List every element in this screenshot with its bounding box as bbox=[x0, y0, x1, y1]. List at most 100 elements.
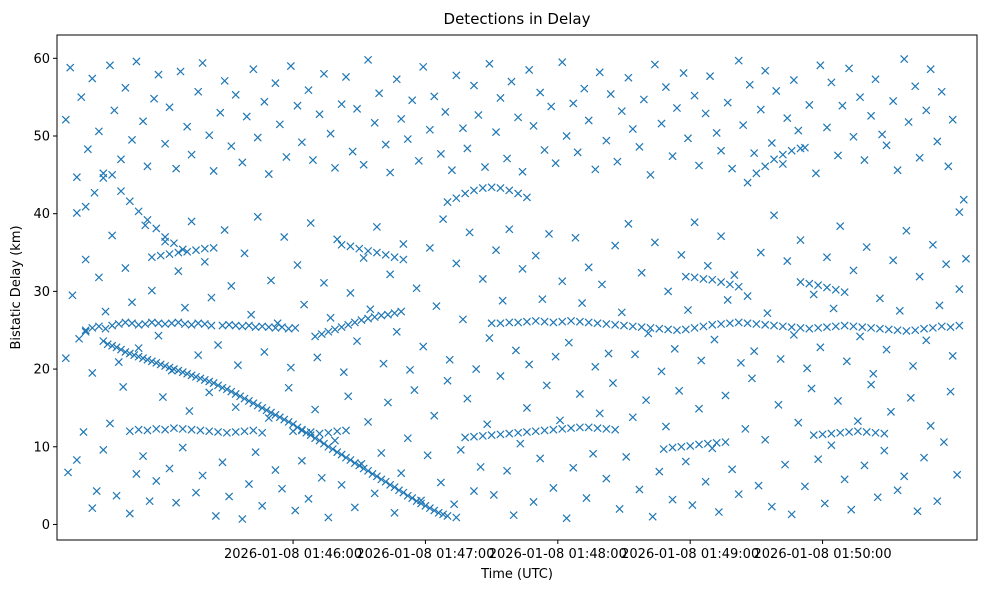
data-point bbox=[558, 277, 567, 286]
data-point bbox=[88, 74, 97, 83]
data-point bbox=[948, 115, 957, 124]
data-point bbox=[847, 505, 856, 514]
data-point bbox=[922, 106, 931, 115]
data-point bbox=[893, 326, 902, 335]
data-point bbox=[383, 398, 392, 407]
data-point bbox=[624, 219, 633, 228]
data-point bbox=[672, 326, 681, 335]
data-point bbox=[357, 316, 366, 325]
data-point bbox=[452, 259, 461, 268]
data-point bbox=[410, 386, 419, 395]
data-point bbox=[105, 419, 114, 428]
data-point bbox=[300, 300, 309, 309]
data-point bbox=[575, 317, 584, 326]
data-point bbox=[845, 64, 854, 73]
data-point bbox=[505, 186, 514, 195]
data-point bbox=[439, 510, 448, 519]
data-point bbox=[661, 83, 670, 92]
data-point bbox=[725, 280, 734, 289]
data-point bbox=[278, 484, 287, 493]
data-point bbox=[836, 222, 845, 231]
data-point bbox=[258, 428, 267, 437]
data-point bbox=[761, 435, 770, 444]
data-point bbox=[822, 283, 832, 292]
data-point bbox=[364, 417, 373, 426]
data-point bbox=[147, 286, 156, 295]
data-point bbox=[478, 431, 487, 440]
data-point bbox=[756, 248, 765, 257]
data-point bbox=[549, 425, 558, 434]
data-point bbox=[811, 169, 820, 178]
data-point bbox=[514, 318, 523, 327]
data-point bbox=[478, 274, 487, 283]
data-point bbox=[77, 93, 86, 102]
data-point bbox=[375, 89, 384, 98]
data-point bbox=[116, 155, 126, 164]
data-point bbox=[64, 468, 73, 477]
data-point bbox=[183, 369, 192, 378]
data-point bbox=[386, 480, 395, 489]
data-point bbox=[311, 405, 320, 414]
data-point bbox=[721, 438, 730, 447]
data-point bbox=[628, 322, 637, 331]
data-point bbox=[403, 491, 412, 500]
data-point bbox=[615, 504, 624, 513]
data-point bbox=[597, 280, 606, 289]
data-point bbox=[236, 392, 245, 401]
data-point bbox=[635, 142, 644, 151]
data-point bbox=[165, 464, 174, 473]
data-point bbox=[379, 359, 388, 368]
data-point bbox=[94, 127, 103, 136]
data-point bbox=[169, 424, 178, 433]
data-point bbox=[390, 253, 399, 262]
data-point bbox=[154, 331, 163, 340]
data-points bbox=[61, 55, 970, 524]
data-point bbox=[134, 207, 143, 216]
data-point bbox=[72, 455, 81, 465]
data-point bbox=[200, 244, 209, 253]
data-point bbox=[403, 434, 412, 443]
data-point bbox=[242, 112, 251, 121]
data-point bbox=[439, 215, 448, 224]
data-point bbox=[677, 442, 686, 451]
data-point bbox=[686, 441, 695, 451]
data-point bbox=[377, 448, 386, 458]
data-point bbox=[767, 502, 776, 511]
data-point bbox=[180, 303, 189, 312]
data-point bbox=[807, 384, 816, 393]
data-point bbox=[503, 154, 512, 163]
data-point bbox=[655, 324, 664, 333]
data-point bbox=[72, 208, 81, 217]
data-point bbox=[125, 509, 134, 518]
data-point bbox=[432, 302, 441, 311]
data-point bbox=[132, 57, 141, 66]
data-point bbox=[776, 354, 785, 364]
data-point bbox=[101, 307, 110, 316]
data-point bbox=[595, 409, 604, 418]
data-point bbox=[207, 293, 216, 302]
data-point bbox=[569, 463, 578, 472]
data-point bbox=[68, 291, 77, 300]
data-point bbox=[955, 285, 964, 294]
data-point bbox=[414, 156, 423, 165]
data-point bbox=[796, 236, 805, 245]
data-point bbox=[818, 430, 827, 439]
data-point bbox=[121, 347, 130, 357]
data-point bbox=[158, 393, 167, 402]
data-point bbox=[694, 440, 704, 449]
data-point bbox=[677, 250, 686, 259]
data-point bbox=[183, 122, 192, 131]
data-point bbox=[447, 166, 456, 175]
data-point bbox=[712, 128, 721, 137]
data-point bbox=[178, 443, 187, 452]
data-point bbox=[286, 363, 295, 372]
data-point bbox=[443, 511, 452, 520]
data-point bbox=[655, 467, 664, 476]
data-point bbox=[214, 340, 223, 350]
data-point bbox=[231, 389, 240, 398]
data-point bbox=[734, 318, 743, 327]
data-point bbox=[280, 232, 289, 242]
data-point bbox=[567, 316, 576, 325]
data-point bbox=[699, 322, 708, 331]
data-point bbox=[734, 490, 743, 499]
